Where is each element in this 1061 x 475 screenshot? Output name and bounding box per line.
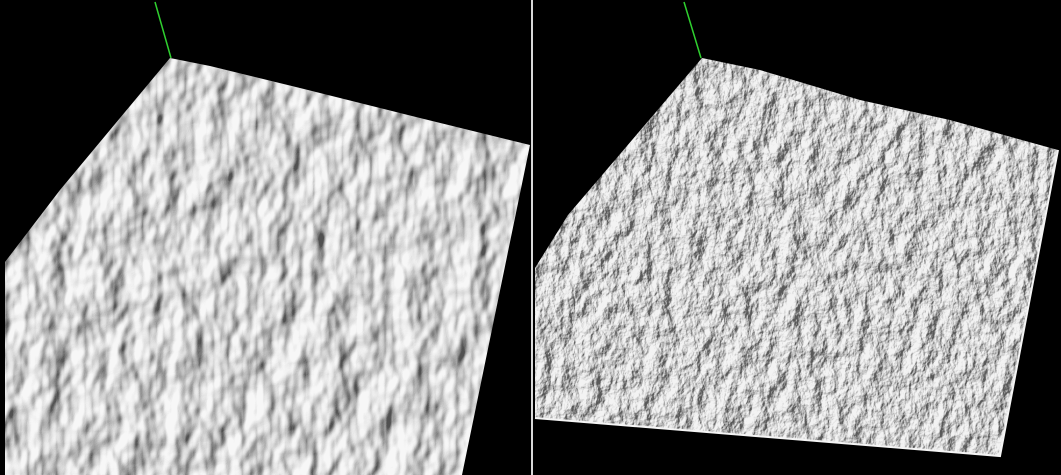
axis-line (683, 1, 702, 59)
axis-line (154, 1, 172, 59)
right-view (533, 0, 1061, 475)
left-view (5, 1, 530, 475)
terrain-edge (534, 149, 1059, 458)
